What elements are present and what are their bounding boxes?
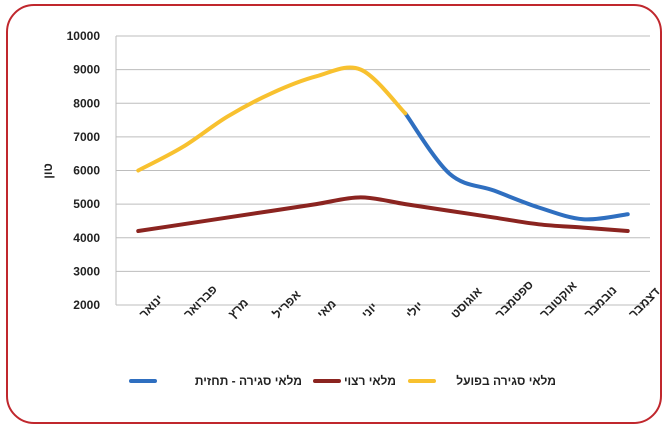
y-tick-label: 8000 <box>73 96 100 110</box>
series-lines <box>136 65 630 234</box>
line-chart: 2000 3000 4000 5000 6000 7000 8000 9000 10000 ינ… <box>41 29 662 388</box>
legend-label: מלאי סגירה - תחזית <box>195 374 302 388</box>
legend-label: מלאי סגירה בפועל <box>456 374 556 388</box>
x-tick-label: אוגוסט <box>448 284 485 321</box>
x-tick-label: ינואר <box>136 292 165 321</box>
x-tick-label: אפריל <box>270 288 304 322</box>
x-tick-label: ספטמבר <box>492 278 536 322</box>
x-tick-labels: ינואר פברואר מרץ אפריל מאי יוני יולי אוגוסט ספטמ… <box>136 278 662 322</box>
x-tick-label: יולי <box>403 299 425 321</box>
y-tick-label: 6000 <box>73 164 100 178</box>
x-tick-label: פברואר <box>181 282 220 321</box>
y-tick-labels: 2000 3000 4000 5000 6000 7000 8000 9000 10000 <box>67 29 101 312</box>
y-tick-label: 3000 <box>73 264 100 278</box>
y-tick-label: 9000 <box>73 63 100 77</box>
y-tick-label: 10000 <box>67 29 101 43</box>
gridlines <box>115 35 650 306</box>
x-tick-label: דצמבר <box>626 285 662 321</box>
y-tick-label: 2000 <box>73 298 100 312</box>
series-line-2 <box>136 65 408 173</box>
x-tick-label: נובמבר <box>581 283 619 321</box>
y-axis-label: טון <box>41 163 55 179</box>
series-line-0 <box>403 111 630 222</box>
series-line-1 <box>136 195 630 234</box>
x-tick-label: יוני <box>359 300 380 321</box>
legend-label: מלאי רצוי <box>344 374 396 388</box>
x-tick-label: מרץ <box>225 295 251 321</box>
x-tick-label: אוקטובר <box>537 279 580 322</box>
x-tick-label: מאי <box>314 297 338 321</box>
legend: מלאי סגירה - תחזית מלאי רצוי מלאי סגירה בפ… <box>129 374 556 388</box>
y-tick-label: 7000 <box>73 130 100 144</box>
y-tick-label: 4000 <box>73 231 100 245</box>
y-tick-label: 5000 <box>73 197 100 211</box>
